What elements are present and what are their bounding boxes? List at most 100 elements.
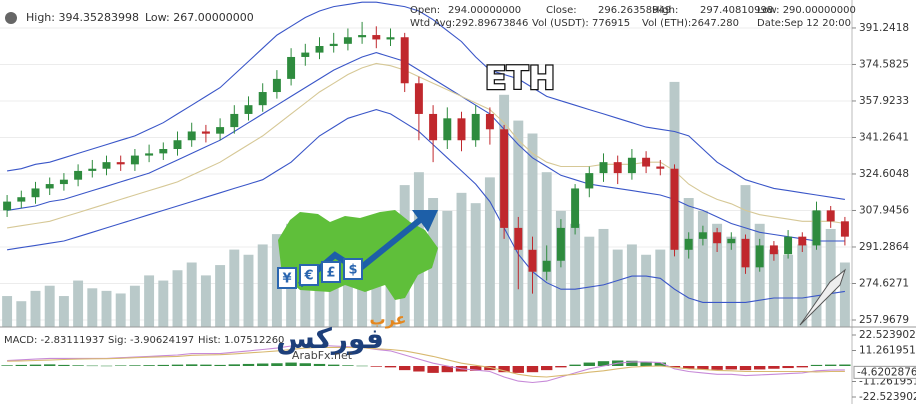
y-tick-label: 257.9679 [859,314,909,326]
volume-bar [243,254,254,327]
watermark: ETH [485,59,555,97]
macd-hist-bar [512,366,524,373]
volume-bar [641,254,652,327]
macd-line [7,344,845,384]
cursor [799,268,847,326]
macd-hist-bar [72,365,84,366]
volume-bar [527,133,538,327]
symbol-box [321,261,341,283]
overlay: 257.9679 274.6271 291.2864 307.9456 324.6048… [4,5,916,403]
candle-body [343,37,352,44]
macd-hist-bar [839,364,851,366]
macd-hist-bar [370,366,382,367]
logo-site: ArabFx.net [292,349,353,362]
candle-body [698,232,707,239]
macd-hist-bar [782,366,794,369]
macd-hist-bar [100,365,113,367]
volume-bar [2,296,13,327]
candle-body [3,201,12,211]
macd-hist-bar [441,366,453,373]
logo-ar-top: عرب [370,310,407,329]
candle-body [713,232,722,244]
summary-text: 294.00000000 [448,5,521,16]
macd-hist-bar [697,366,709,370]
currency-symbol: ¥ [282,272,291,287]
y-tick-label: 341.2641 [859,131,909,143]
summary-text: Wtd Avg:292.89673846 [410,18,528,29]
candle-body [301,52,310,57]
value-marker-label: -4.62028760 [857,366,916,378]
candle-body [272,78,281,93]
currency-symbol: $ [348,263,357,278]
currency-symbol: £ [326,266,335,281]
macd-hist-bar [555,366,567,368]
macd-hist-bar [15,364,27,366]
range-high: High: 394.35283998 [26,11,139,24]
candle-body [755,245,764,268]
macd-hist-bar [768,366,780,369]
candle-body [656,166,665,169]
volume-bar [16,301,27,327]
macd-hist-bar [640,361,652,366]
y-tick-label: 291.2864 [859,241,909,253]
volume-bar [30,290,41,327]
volume-bar [712,223,723,327]
volume-bar [825,228,836,327]
candle-body [201,131,210,134]
candle-body [571,188,580,228]
macd-tick-label: -22.523902 [859,391,916,403]
candle-body [741,238,750,268]
macd-hist-bar [1,365,13,366]
candle-body [812,210,821,246]
candle-body [670,168,679,250]
candle-body [514,227,523,250]
macd-hist-bar [796,366,808,368]
candle-body [542,260,551,272]
y-tick-label: 324.6048 [859,168,909,180]
macd-hist-bar [214,364,226,366]
volume-bar [101,290,112,327]
macd-hist-bar [271,363,283,366]
volume-bar [172,270,183,327]
macd-hist-bar [313,363,326,366]
candle-body [784,236,793,255]
volume-bar [44,285,55,327]
volume-bar [768,249,779,327]
volume-bar [58,296,69,327]
macd-hist-bar [526,366,539,373]
volume-bar [797,244,808,327]
candle-body [102,162,111,169]
candle-body [372,35,381,40]
macd-info: Hist: 1.07512260 [198,335,284,346]
candle-body [74,170,83,180]
volume-bar [257,244,268,327]
y-tick-label: 391.2418 [859,22,909,34]
logo-ar-main: فوركس [276,322,384,355]
volume-bar [697,210,708,327]
settings-icon[interactable] [5,12,17,24]
logo-arrow-head [412,210,438,232]
macd-tick-label: 22.523902 [859,329,916,341]
macd-hist-bar [257,363,269,366]
macd-hist-bar [626,360,638,366]
summary-text: Vol (ETH):2647.280 [642,18,739,29]
macd-hist-bar [739,366,752,371]
candle-body [116,162,125,165]
candle-body [216,127,225,134]
summary-text: Date:Sep 12 20:00 [757,18,851,29]
volume-bar [115,293,126,327]
macd-hist-bar [143,365,155,366]
candle-body [59,179,68,185]
macd-hist-bar [569,364,581,366]
macd-hist-bar [157,364,169,366]
volume-bar [811,210,822,327]
candle-body [17,197,26,202]
y-tick-label: 307.9456 [859,204,909,216]
candle-body [613,162,622,174]
summary-text: Low: 290.00000000 [757,5,856,16]
summary-text: High: [652,5,678,16]
volume-bar [726,236,737,327]
indicator-line [7,52,845,242]
volume-bar [598,228,609,327]
